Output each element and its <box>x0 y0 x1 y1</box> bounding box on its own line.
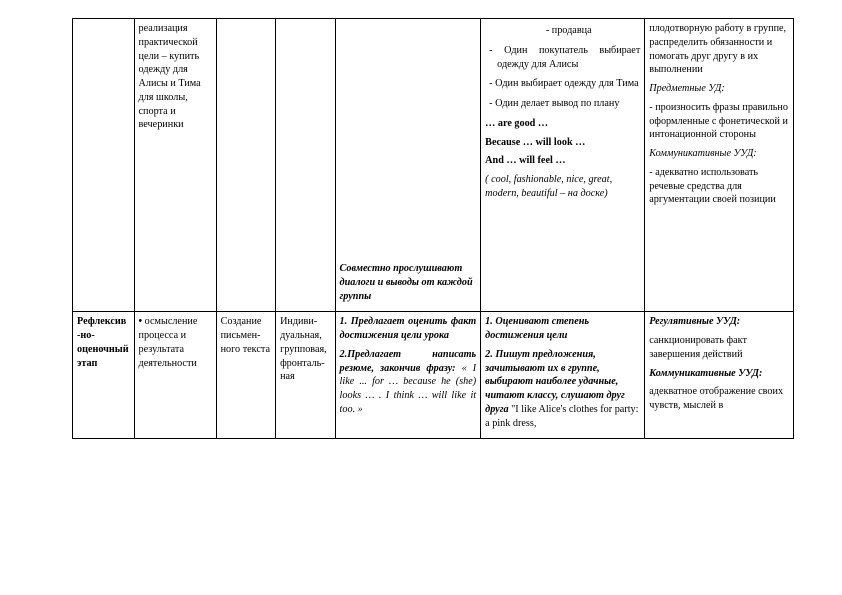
text-italic: Совместно прослушивают диалоги и выводы … <box>340 262 477 303</box>
text: реализация практической цели – купить од… <box>139 23 201 130</box>
text: адекватное отображение своих чувств, мыс… <box>649 385 789 413</box>
list-item: Один выбирает одежду для Тима <box>497 77 640 91</box>
cell-students: продавца Один покупатель выбирает одежду… <box>481 19 645 312</box>
text: 2. Пишут предложения, зачитывают их в гр… <box>485 348 640 431</box>
cell-method: Создание письмен-ного текста <box>216 312 275 439</box>
text: 1. Оценивают степень достижения цели <box>485 315 640 343</box>
text: 1. Предлагает оценить факт достижения це… <box>340 315 477 343</box>
text-italic: ( cool, fashionable, nice, great, modern… <box>485 173 640 201</box>
list-item: Один делает вывод по плану <box>497 97 640 111</box>
text: - произносить фразы правильно оформленны… <box>649 101 789 142</box>
lesson-plan-table: реализация практической цели – купить од… <box>72 18 794 439</box>
heading: Коммуникативные УУД: <box>649 147 789 161</box>
heading: Коммуникативные УУД: <box>649 367 789 381</box>
bullet-list: продавца Один покупатель выбирает одежду… <box>485 24 640 111</box>
table-row: Рефлексив-но-оценочный этап • осмысление… <box>73 312 794 439</box>
text-bold: Because … will look … <box>485 136 640 150</box>
heading: Предметные УД: <box>649 82 789 96</box>
cell-form <box>276 19 335 312</box>
cell-stage <box>73 19 135 312</box>
span: 2.Предлагает написать резюме, закончив ф… <box>340 349 477 374</box>
list-item: Один покупатель выбирает одежду для Алис… <box>497 44 640 72</box>
heading: Регулятивные УУД: <box>649 315 789 329</box>
cell-goal: • осмысление процесса и результата деяте… <box>134 312 216 439</box>
cell-uud: плодотворную работу в группе, распредели… <box>645 19 794 312</box>
cell-stage: Рефлексив-но-оценочный этап <box>73 312 135 439</box>
cell-goal: реализация практической цели – купить од… <box>134 19 216 312</box>
cell-uud: Регулятивные УУД: санкционировать факт з… <box>645 312 794 439</box>
text: плодотворную работу в группе, распредели… <box>649 22 789 77</box>
cell-teacher: 1. Предлагает оценить факт достижения це… <box>335 312 481 439</box>
text-bold: … are good … <box>485 117 640 131</box>
text: 2.Предлагает написать резюме, закончив ф… <box>340 348 477 417</box>
cell-method <box>216 19 275 312</box>
text: осмысление процесса и результата деятель… <box>139 316 198 368</box>
text: санкционировать факт завершения действий <box>649 334 789 362</box>
cell-students: 1. Оценивают степень достижения цели 2. … <box>481 312 645 439</box>
cell-form: Индиви-дуальная, групповая, фронталь-ная <box>276 312 335 439</box>
table-row: реализация практической цели – купить од… <box>73 19 794 312</box>
page: реализация практической цели – купить од… <box>0 0 842 457</box>
list-item: продавца <box>497 24 640 38</box>
cell-teacher: Совместно прослушивают диалоги и выводы … <box>335 19 481 312</box>
text: - адекватно использовать речевые средств… <box>649 166 789 207</box>
text-bold: And … will feel … <box>485 154 640 168</box>
